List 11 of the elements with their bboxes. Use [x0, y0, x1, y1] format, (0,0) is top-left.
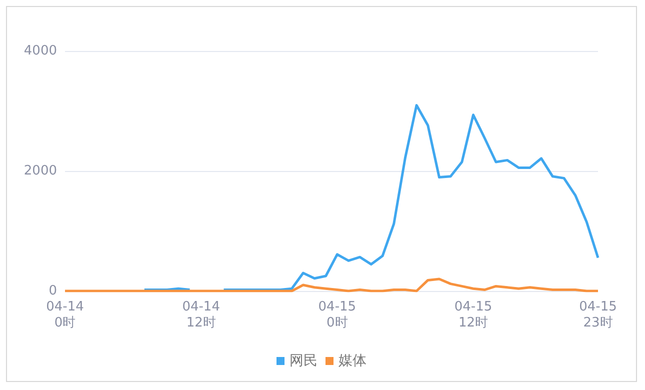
y-tick-label: 2000	[24, 164, 57, 178]
x-tick-label: 04-15 23时	[579, 300, 617, 330]
y-tick-label: 4000	[24, 44, 57, 58]
y-tick-label: 0	[48, 284, 57, 298]
legend-label: 网民	[290, 353, 318, 369]
legend-label: 媒体	[338, 353, 366, 369]
x-tick-label: 04-14 12时	[182, 300, 220, 330]
x-tick-label: 04-15 0时	[318, 300, 356, 330]
line-series	[64, 278, 600, 292]
x-tick-label: 04-14 0时	[46, 300, 84, 330]
x-tick-label: 04-15 12时	[454, 300, 492, 330]
